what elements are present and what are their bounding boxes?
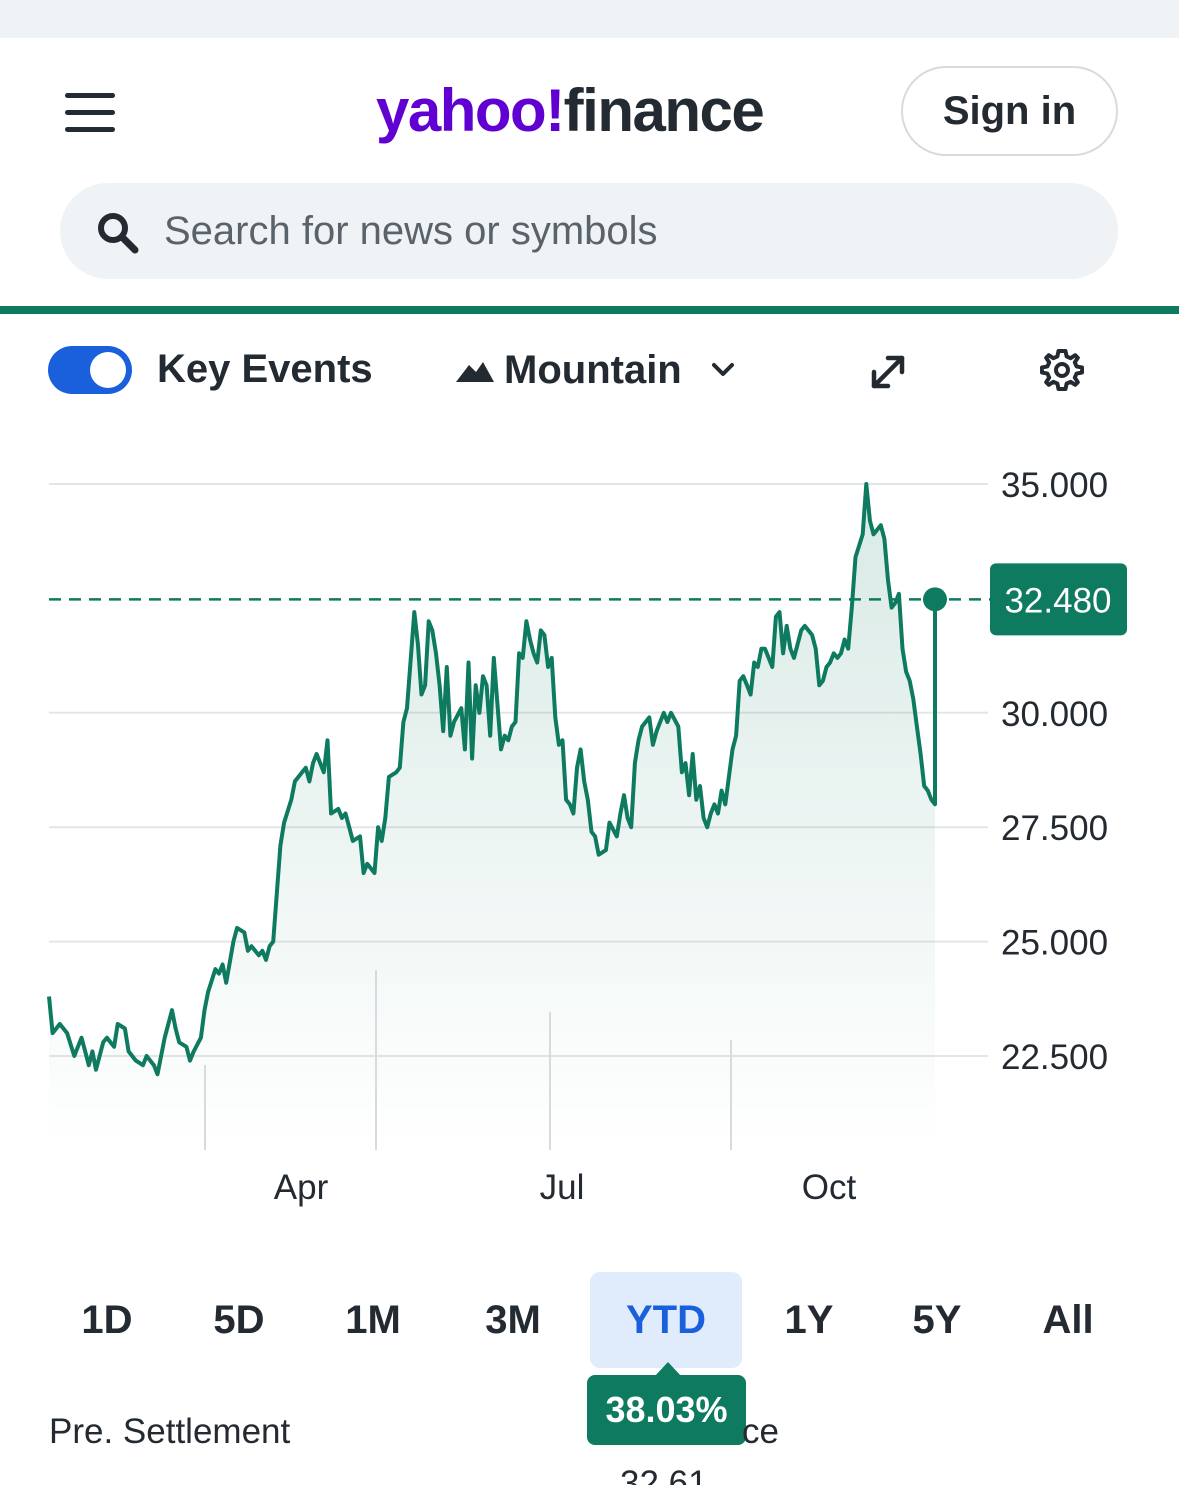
y-tick-label: 30.000 bbox=[1001, 695, 1108, 734]
y-tick-label: 35.000 bbox=[1001, 466, 1108, 505]
y-tick-label: 27.500 bbox=[1001, 809, 1108, 848]
yahoo-finance-logo[interactable]: yahoo!finance bbox=[376, 76, 765, 146]
key-events-label: Key Events bbox=[157, 347, 373, 391]
hamburger-menu-icon[interactable] bbox=[60, 90, 120, 136]
chart-toolbar: Key Events Mountain bbox=[0, 320, 1179, 420]
x-tick-label: Jul bbox=[540, 1168, 585, 1207]
range-tab-ytd[interactable]: YTD bbox=[590, 1272, 742, 1368]
range-tab-5d[interactable]: 5D bbox=[213, 1297, 265, 1342]
price-area bbox=[49, 484, 935, 1150]
pre-settlement-label: Pre. Settlement bbox=[49, 1412, 291, 1451]
logo-product: finance bbox=[563, 77, 765, 144]
x-tick-label: Apr bbox=[274, 1168, 329, 1207]
range-tab-1d[interactable]: 1D bbox=[81, 1297, 133, 1342]
key-events-toggle[interactable] bbox=[48, 346, 132, 394]
current-price-dot bbox=[923, 587, 947, 612]
range-tab-1y[interactable]: 1Y bbox=[784, 1297, 834, 1342]
change-badge-pointer bbox=[655, 1362, 681, 1376]
search-input[interactable]: Search for news or symbols bbox=[60, 183, 1118, 279]
search-placeholder: Search for news or symbols bbox=[164, 209, 658, 253]
ytd-change-badge: 38.03% bbox=[587, 1375, 746, 1445]
stat-label-partial: ce bbox=[742, 1412, 779, 1451]
status-strip bbox=[0, 0, 1179, 38]
range-tab-all[interactable]: All bbox=[1042, 1297, 1094, 1342]
section-divider bbox=[0, 306, 1179, 314]
range-tab-3m[interactable]: 3M bbox=[485, 1297, 541, 1342]
y-tick-label: 25.000 bbox=[1001, 924, 1108, 963]
chart-type-label: Mountain bbox=[504, 348, 682, 392]
stat-value-partial: 32.61 bbox=[620, 1464, 708, 1485]
range-selector: 1D 5D 1M 3M YTD 1Y 5Y All bbox=[0, 1272, 1179, 1368]
chevron-down-icon bbox=[712, 363, 734, 376]
current-price-label: 32.480 bbox=[1004, 581, 1111, 620]
search-icon bbox=[98, 213, 139, 254]
logo-brand: yahoo! bbox=[376, 77, 565, 144]
sign-in-button[interactable]: Sign in bbox=[901, 66, 1118, 156]
expand-icon[interactable] bbox=[864, 348, 912, 396]
chart-canvas: 35.000 30.000 27.500 25.000 22.500 32.480 Apr J… bbox=[47, 466, 1127, 1207]
y-tick-label: 22.500 bbox=[1001, 1038, 1108, 1077]
gear-icon[interactable] bbox=[1038, 346, 1086, 394]
current-price-badge bbox=[990, 563, 1127, 636]
x-tick-label: Oct bbox=[802, 1168, 857, 1207]
range-tab-1m[interactable]: 1M bbox=[345, 1297, 401, 1342]
mountain-icon bbox=[456, 362, 494, 382]
price-chart[interactable]: 35.000 30.000 27.500 25.000 22.500 32.480 Apr J… bbox=[0, 420, 1179, 1240]
header: yahoo!finance Sign in Search for news or… bbox=[0, 38, 1179, 308]
range-tab-5y[interactable]: 5Y bbox=[912, 1297, 962, 1342]
price-line bbox=[47, 482, 937, 1077]
